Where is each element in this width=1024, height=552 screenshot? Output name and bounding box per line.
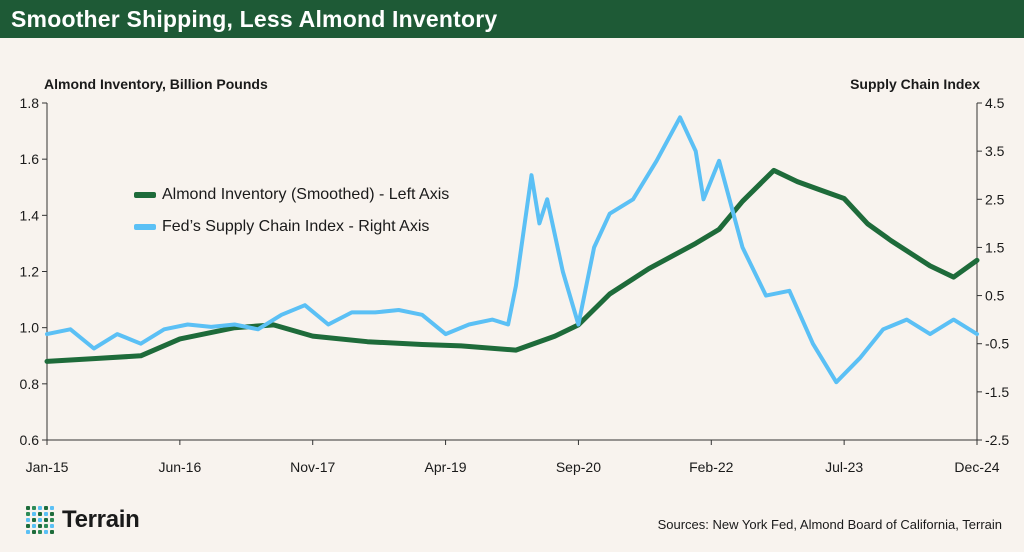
logo-dots-icon — [26, 506, 54, 534]
right-tick-label: 2.5 — [985, 191, 1005, 207]
chart-title: Smoother Shipping, Less Almond Inventory — [11, 6, 498, 32]
left-tick-label: 0.8 — [20, 376, 40, 392]
left-tick-label: 1.4 — [20, 207, 40, 223]
left-axis-title: Almond Inventory, Billion Pounds — [44, 76, 268, 92]
right-tick-label: 1.5 — [985, 239, 1005, 255]
left-tick-label: 1.8 — [20, 95, 40, 111]
title-bar: Smoother Shipping, Less Almond Inventory — [0, 0, 1024, 38]
series-line-supply-chain-index — [45, 115, 979, 385]
x-tick-label: Jul-23 — [825, 459, 863, 475]
x-tick-label: Dec-24 — [954, 459, 999, 475]
left-tick-label: 1.6 — [20, 151, 40, 167]
right-tick-label: 4.5 — [985, 95, 1005, 111]
legend-item-almond-inventory: Almond Inventory (Smoothed) - Left Axis — [134, 186, 449, 204]
terrain-logo: Terrain — [26, 506, 140, 534]
x-tick-label: Apr-19 — [425, 459, 467, 475]
left-tick-label: 1.2 — [20, 264, 40, 280]
legend-item-supply-chain: Fed’s Supply Chain Index - Right Axis — [134, 218, 429, 236]
right-tick-label: 0.5 — [985, 288, 1005, 304]
legend-swatch-supply — [134, 224, 156, 230]
logo-text: Terrain — [62, 506, 140, 533]
right-tick-label: 3.5 — [985, 143, 1005, 159]
x-tick-label: Nov-17 — [290, 459, 335, 475]
right-tick-label: -0.5 — [985, 336, 1009, 352]
right-tick-label: -2.5 — [985, 432, 1009, 448]
x-tick-label: Jun-16 — [158, 459, 201, 475]
sources-note: Sources: New York Fed, Almond Board of C… — [657, 517, 1002, 532]
x-tick-label: Jan-15 — [26, 459, 69, 475]
left-tick-label: 0.6 — [20, 432, 40, 448]
legend-label-almond: Almond Inventory (Smoothed) - Left Axis — [162, 186, 450, 203]
x-tick-label: Feb-22 — [689, 459, 734, 475]
right-axis-title: Supply Chain Index — [850, 76, 980, 92]
x-tick-label: Sep-20 — [556, 459, 601, 475]
left-tick-label: 1.0 — [20, 320, 40, 336]
legend-label-supply: Fed’s Supply Chain Index - Right Axis — [162, 218, 430, 235]
legend-swatch-almond — [134, 192, 156, 198]
right-tick-label: -1.5 — [985, 384, 1009, 400]
